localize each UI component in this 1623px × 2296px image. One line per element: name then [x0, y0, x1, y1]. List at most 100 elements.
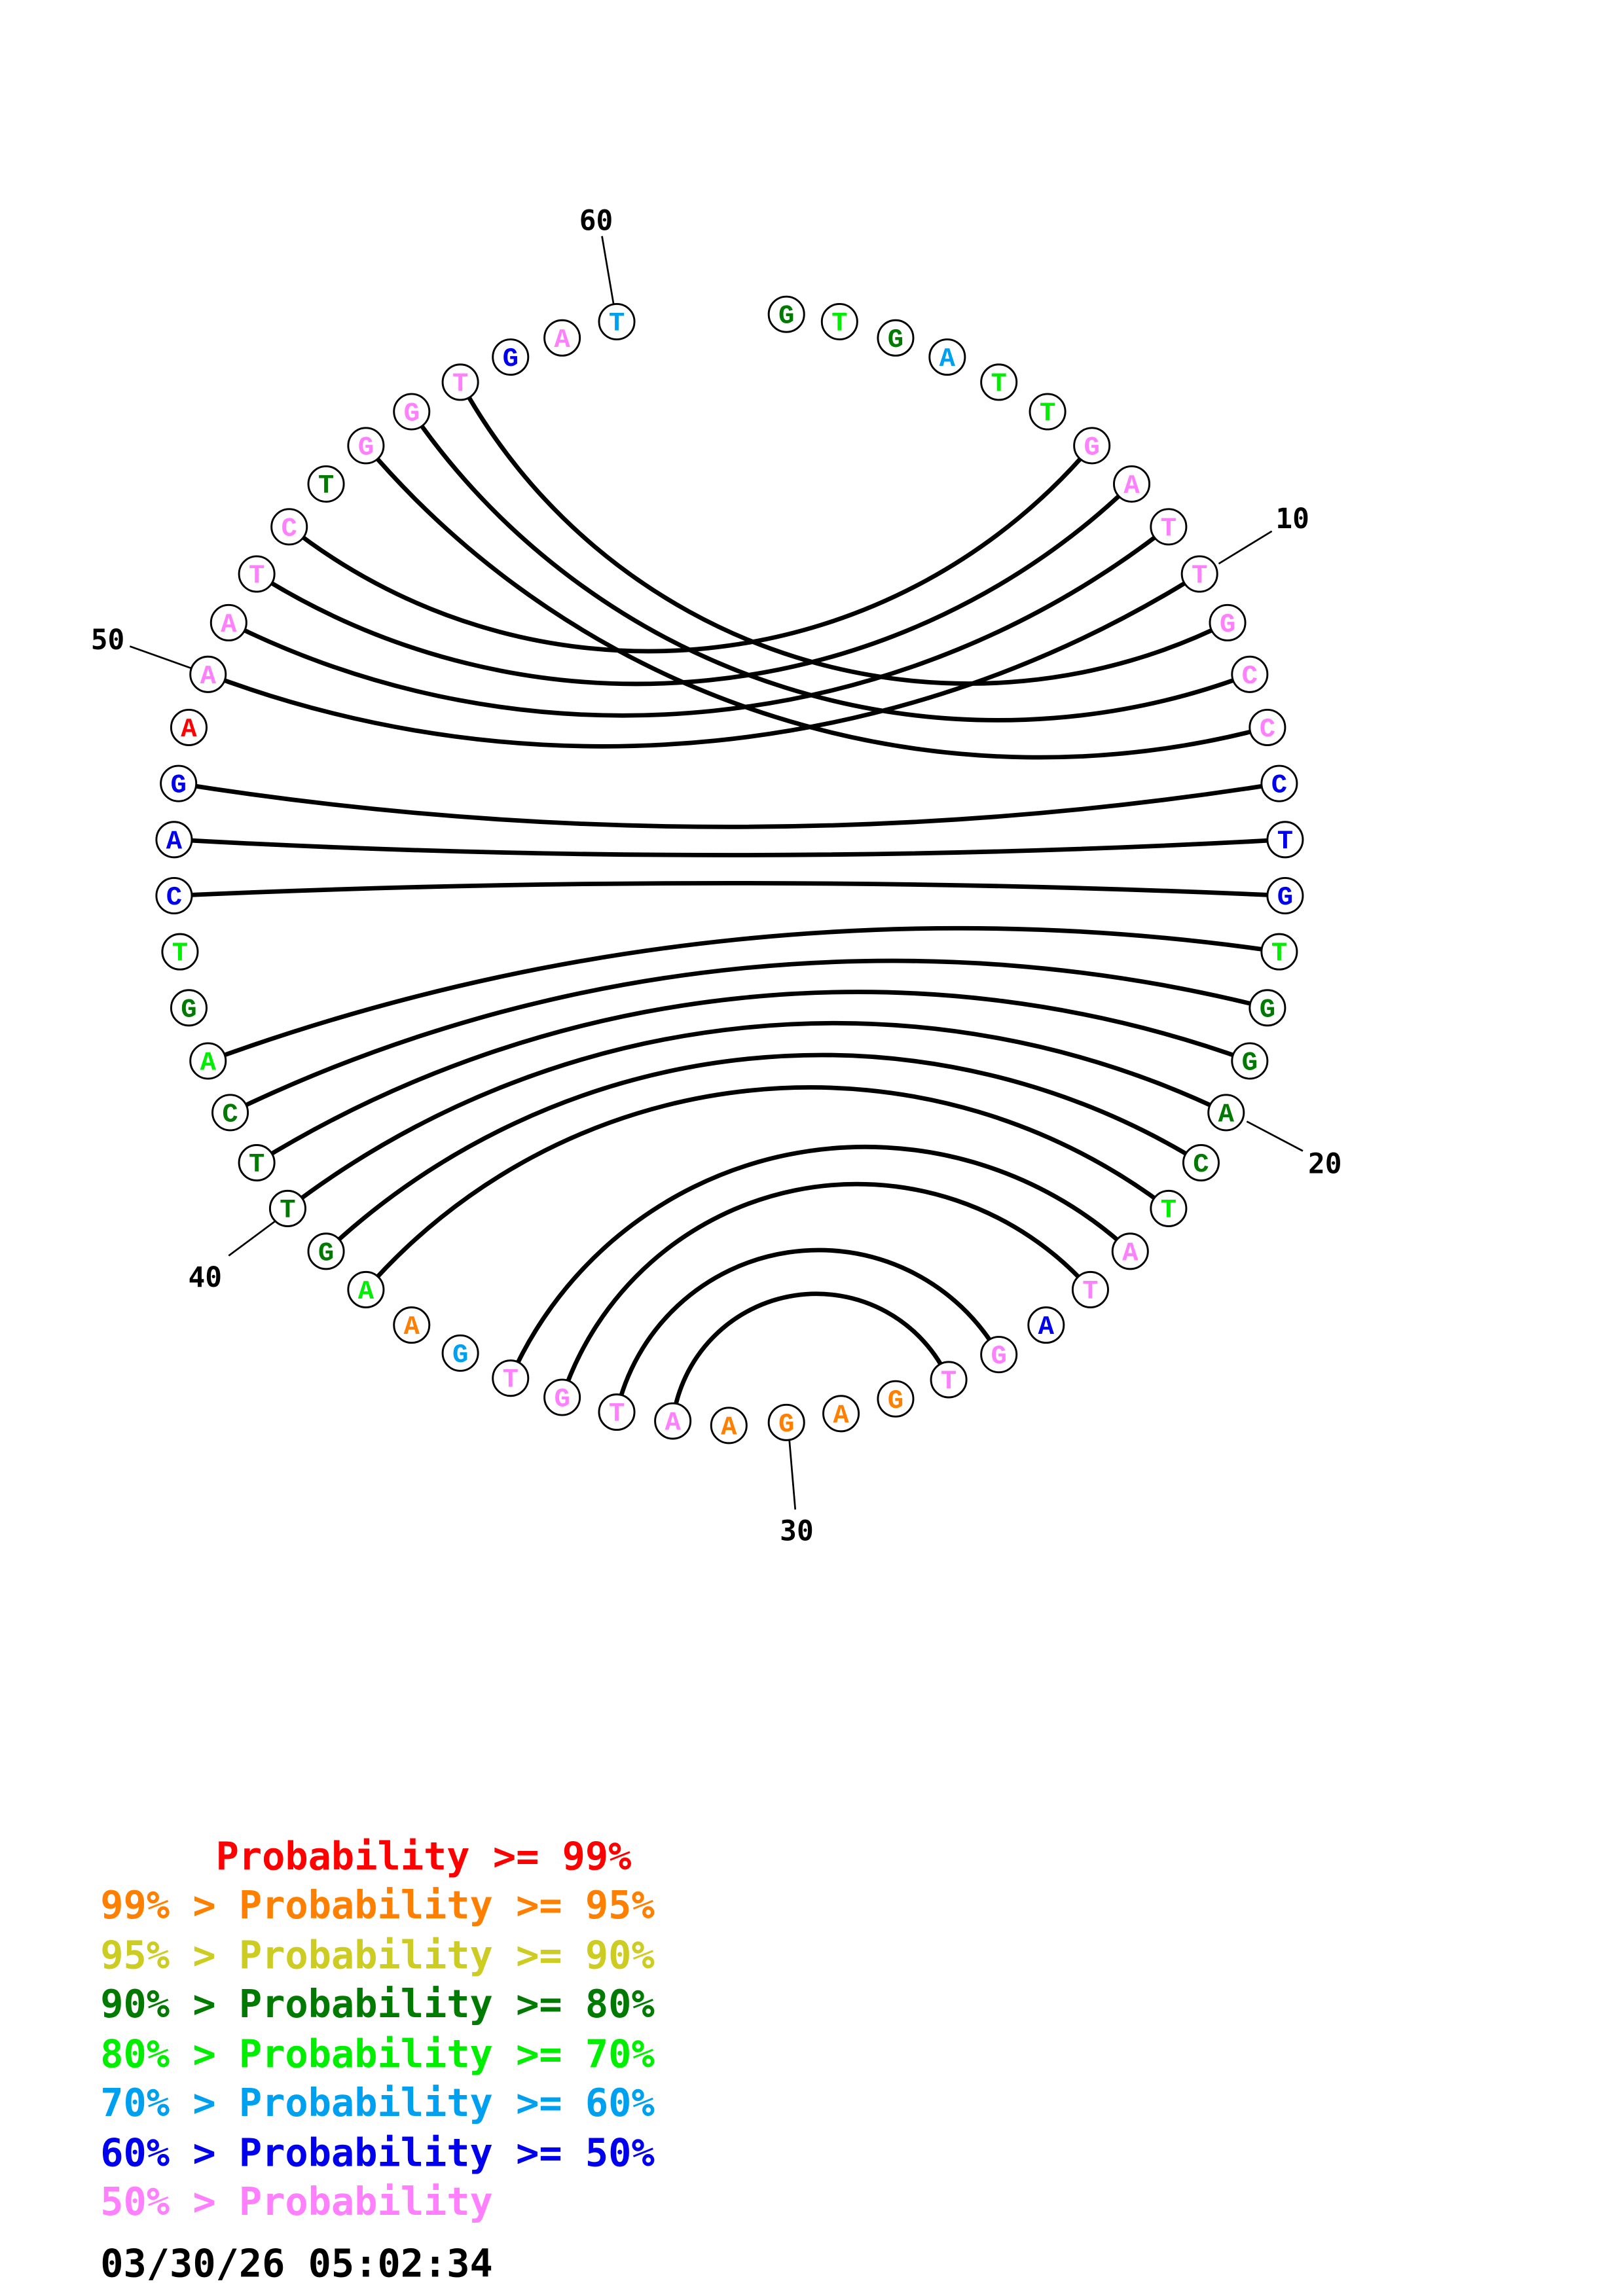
legend-line: 99% > Probability >= 95%	[100, 1883, 654, 1928]
nucleotide-circle	[307, 465, 345, 503]
nucleotide-21: C	[1182, 1144, 1220, 1182]
nucleotide-circle	[1180, 555, 1218, 593]
nucleotide-letter: T	[249, 1150, 264, 1180]
nucleotide-34: G	[543, 1378, 581, 1416]
nucleotide-letter: C	[282, 514, 297, 544]
base-pair-arc-48-14	[178, 781, 1280, 829]
nucleotide-circle	[1111, 1232, 1149, 1270]
nucleotide-letter: T	[609, 309, 625, 339]
position-label-40: 40	[188, 1261, 222, 1294]
nucleotide-42: C	[211, 1094, 249, 1132]
nucleotide-circle	[347, 1270, 385, 1308]
nucleotide-letter: T	[503, 1365, 519, 1395]
nucleotide-letter: A	[358, 1277, 374, 1307]
nucleotide-letter: T	[831, 309, 847, 339]
nucleotide-1: G	[767, 295, 805, 333]
nucleotide-letter: T	[1161, 1196, 1176, 1226]
base-pair-arc-38-22	[364, 1085, 1170, 1291]
nucleotide-circle	[238, 1144, 276, 1182]
nucleotide-48: G	[160, 764, 198, 802]
probability-legend: Probability >= 99% 99% > Probability >= …	[100, 1834, 654, 2286]
base-pair-arc-42-18	[229, 958, 1268, 1115]
nucleotide-18: G	[1249, 989, 1286, 1027]
nucleotide-letter: C	[222, 1100, 238, 1130]
base-pair-arc-32-27	[670, 1291, 951, 1422]
nucleotide-letter: G	[1084, 433, 1100, 463]
nucleotide-53: C	[270, 508, 308, 546]
nucleotide-39: G	[307, 1232, 345, 1270]
nucleotide-letter: G	[503, 344, 519, 374]
nucleotide-letter: G	[1242, 1049, 1258, 1079]
base-pair-arc-39-21	[324, 1052, 1203, 1253]
nucleotide-letter: G	[452, 1340, 468, 1371]
nucleotide-19: G	[1231, 1042, 1269, 1080]
nucleotide-54: T	[307, 465, 345, 503]
nucleotide-letter: G	[1277, 883, 1293, 913]
nucleotide-27: T	[930, 1361, 968, 1399]
nucleotide-15: T	[1266, 821, 1304, 859]
nucleotide-circle	[598, 302, 636, 341]
legend-line: 60% > Probability >= 50%	[100, 2131, 654, 2176]
nucleotide-letter: G	[991, 1342, 1007, 1372]
nucleotide-letter: C	[1260, 715, 1275, 745]
nucleotide-36: G	[441, 1334, 479, 1372]
nucleotide-circle	[393, 1306, 431, 1344]
nucleotide-2: T	[820, 302, 858, 341]
nucleotide-circle	[1113, 465, 1151, 503]
nucleotide-circle	[654, 1402, 692, 1440]
base-pair-arc-41-19	[255, 990, 1250, 1165]
nucleotide-10: T	[1180, 555, 1218, 593]
nucleotide-letter: A	[200, 1049, 217, 1079]
nucleotide-circle	[980, 363, 1018, 401]
nucleotide-16: G	[1266, 876, 1304, 915]
nucleotide-circle	[1182, 1144, 1220, 1182]
nucleotide-circle	[928, 338, 966, 376]
timestamp: 03/30/26 05:02:34	[100, 2242, 493, 2286]
nucleotide-circle	[710, 1407, 748, 1444]
base-pair-arc-46-16	[173, 881, 1286, 898]
legend-line: 95% > Probability >= 90%	[100, 1933, 654, 1977]
base-pair-arc-51-9	[227, 525, 1170, 718]
nucleotide-circle	[347, 427, 385, 465]
legend-line: 90% > Probability >= 80%	[100, 1982, 654, 2026]
nucleotide-9: T	[1150, 508, 1188, 546]
nucleotide-circle	[268, 1189, 306, 1227]
nucleotide-letter: T	[1277, 827, 1293, 857]
nucleotide-circle	[543, 1378, 581, 1416]
nucleotide-circle	[307, 1232, 345, 1270]
nucleotide-letter: T	[1040, 399, 1055, 429]
nucleotide-circle	[877, 319, 915, 357]
nucleotide-38: A	[347, 1270, 385, 1308]
nucleotide-4: A	[928, 338, 966, 376]
nucleotide-circle	[160, 764, 198, 802]
nucleotide-letter: T	[172, 939, 188, 969]
tick-line-60	[601, 236, 615, 306]
nucleotide-29: A	[822, 1395, 860, 1433]
nucleotide-circle	[877, 1380, 915, 1418]
nucleotide-letter: G	[778, 302, 794, 332]
nucleotide-52: T	[238, 555, 276, 593]
nucleotide-circle	[441, 363, 479, 401]
nucleotide-letter: C	[166, 883, 182, 913]
nucleotide-letter: T	[1082, 1277, 1098, 1307]
nucleotide-20: A	[1207, 1094, 1245, 1132]
nucleotide-letter: A	[404, 1312, 420, 1342]
nucleotide-circle	[211, 1094, 249, 1132]
nucleotide-23: A	[1111, 1232, 1149, 1270]
nucleotide-letter: T	[318, 471, 334, 501]
nucleotide-letter: T	[452, 369, 468, 399]
legend-line: Probability >= 99%	[100, 1834, 631, 1878]
nucleotide-50: A	[189, 655, 227, 693]
nucleotide-letter: A	[1038, 1312, 1055, 1342]
nucleotide-circle	[492, 338, 530, 376]
nucleotide-11: G	[1209, 603, 1247, 641]
nucleotide-circle	[1231, 655, 1269, 693]
nucleotide-51: A	[210, 603, 247, 641]
nucleotide-letter: A	[200, 662, 217, 692]
tick-line-20	[1246, 1121, 1304, 1152]
nucleotide-30: G	[767, 1403, 805, 1441]
nucleotide-32: A	[654, 1402, 692, 1440]
nucleotide-47: A	[155, 821, 193, 859]
nucleotide-letter: T	[941, 1367, 957, 1397]
nucleotide-circle	[1249, 708, 1286, 746]
